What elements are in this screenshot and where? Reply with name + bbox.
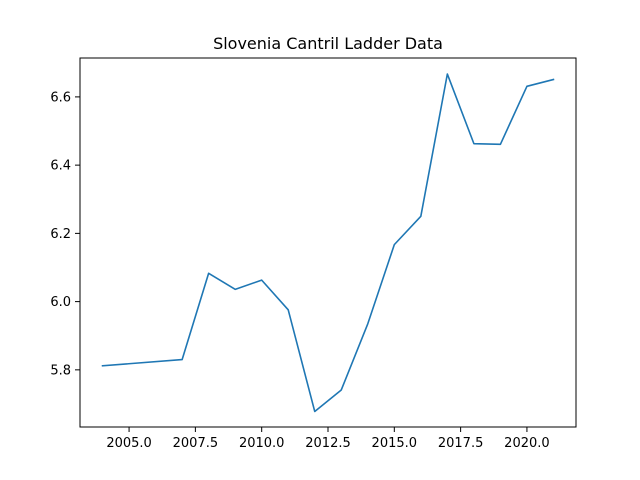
chart-title: Slovenia Cantril Ladder Data xyxy=(213,34,443,53)
series-layer xyxy=(101,73,555,413)
x-tick-label: 2010.0 xyxy=(239,436,285,451)
x-tick-label: 2005.0 xyxy=(106,436,152,451)
y-tick-label: 6.0 xyxy=(50,295,71,310)
x-tick-label: 2020.0 xyxy=(504,436,550,451)
x-tick-label: 2017.5 xyxy=(438,436,484,451)
y-tick-label: 6.2 xyxy=(50,227,71,242)
x-tick-label: 2015.0 xyxy=(372,436,418,451)
x-tick-label: 2012.5 xyxy=(305,436,351,451)
y-tick-label: 6.6 xyxy=(50,90,71,105)
y-axis: 5.8 6.0 6.2 6.4 6.6 xyxy=(50,90,80,378)
x-tick-label: 2007.5 xyxy=(173,436,219,451)
series-line xyxy=(101,73,555,413)
y-tick-label: 6.4 xyxy=(50,159,71,174)
plot-area-frame xyxy=(79,57,577,428)
x-axis: 2005.0 2007.5 2010.0 2012.5 2015.0 2017.5 2020… xyxy=(106,427,550,451)
y-tick-label: 5.8 xyxy=(50,363,71,378)
